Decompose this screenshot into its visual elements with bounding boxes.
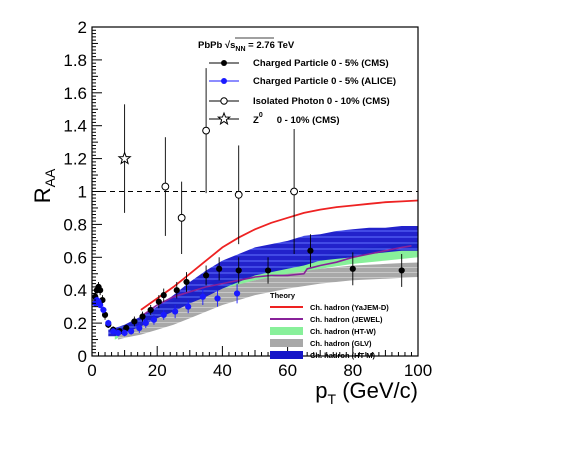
legend-cms-charged-label: Charged Particle 0 - 5% (CMS) bbox=[253, 58, 389, 69]
alice-charged-point bbox=[100, 306, 107, 314]
alice-charged-point bbox=[114, 329, 122, 337]
y-axis-title: RAA bbox=[30, 168, 58, 203]
cms-charged-point bbox=[139, 313, 146, 320]
x-axis-title: pT (GeV/c) bbox=[315, 378, 418, 407]
yajem-curve bbox=[140, 199, 419, 311]
x-tick-label: 100 bbox=[404, 361, 432, 380]
alice-charged-point bbox=[214, 295, 221, 302]
y-tick-label: 0.2 bbox=[63, 314, 87, 333]
isolated-photon-point bbox=[234, 190, 243, 199]
legend-cms-charged-marker bbox=[221, 60, 227, 66]
x-axis-title-sub: T bbox=[328, 391, 337, 407]
y-axis-title-sub: AA bbox=[42, 168, 58, 187]
y-tick-label: 0.6 bbox=[63, 248, 87, 267]
y-tick-label: 0.8 bbox=[63, 215, 87, 234]
collision-header: PbPb √sNN = 2.76 TeV bbox=[198, 40, 295, 53]
cms-charged-point bbox=[264, 267, 272, 274]
theory-glv-label: Ch. hadron (GLV) bbox=[310, 339, 372, 348]
header-system: PbPb bbox=[198, 40, 222, 51]
y-tick-label: 1.6 bbox=[63, 84, 87, 103]
x-tick-label: 20 bbox=[148, 361, 167, 380]
cms-charged-point bbox=[131, 318, 138, 325]
y-tick-label: 1.4 bbox=[63, 117, 87, 136]
alice-charged-point bbox=[121, 329, 128, 337]
cms-charged-point bbox=[203, 272, 210, 279]
axis-ticks-layer: 0 20 40 60 80 100 0 0.2 0.4 0.6 0.8 1 1.2 1.4 1.6 1.8 2 bbox=[63, 18, 432, 380]
legend-z-marker bbox=[216, 111, 232, 126]
alice-charged-point bbox=[185, 303, 192, 310]
cms-charged-point bbox=[183, 278, 190, 286]
alice-charged-point bbox=[142, 320, 149, 327]
y-tick-label: 0.4 bbox=[63, 281, 87, 300]
theory-jewel-label: Ch. hadron (JEWEL) bbox=[310, 315, 383, 324]
legend-z-sup: 0 bbox=[259, 112, 263, 119]
cms-charged-point bbox=[307, 247, 314, 254]
cms-charged-point bbox=[155, 298, 162, 305]
theory-htm-label: Ch. hadron (HT-M) bbox=[310, 351, 375, 360]
legend-z-label: Z0 0 - 10% (CMS) bbox=[253, 112, 340, 126]
cms-charged-point bbox=[216, 265, 223, 272]
alice-charged-point bbox=[160, 311, 167, 318]
alice-charged-point bbox=[97, 301, 104, 309]
legend-z-main: Z bbox=[253, 115, 259, 126]
z-boson-point bbox=[117, 151, 132, 165]
isolated-photon-point bbox=[177, 213, 186, 222]
x-axis-title-unit: (GeV/c) bbox=[336, 378, 418, 403]
y-tick-label: 0 bbox=[78, 347, 87, 366]
x-tick-label: 0 bbox=[87, 361, 96, 380]
alice-charged-point bbox=[128, 328, 135, 335]
cms-charged-point bbox=[235, 267, 242, 274]
glv-band bbox=[118, 262, 418, 340]
header-energy-sub: NN bbox=[235, 46, 245, 53]
y-axis-title-main: R bbox=[30, 187, 55, 203]
htm-band bbox=[108, 226, 419, 337]
legend-alice-charged-marker bbox=[221, 78, 227, 84]
header-energy-value: = 2.76 TeV bbox=[246, 40, 295, 51]
alice-charged-point bbox=[136, 324, 143, 332]
legend: PbPb √sNN = 2.76 TeV Charged Particle 0 … bbox=[198, 37, 396, 126]
theory-legend: Theory Ch. hadron (YaJEM-D) Ch. hadron (… bbox=[270, 291, 389, 360]
x-tick-label: 80 bbox=[343, 361, 362, 380]
y-tick-label: 1.8 bbox=[63, 51, 87, 70]
theory-glv-swatch bbox=[270, 339, 303, 347]
theory-htw-label: Ch. hadron (HT-W) bbox=[310, 327, 376, 336]
alice-charged-point bbox=[172, 308, 179, 315]
y-tick-label: 2 bbox=[78, 18, 87, 37]
theory-htm-swatch bbox=[270, 351, 303, 359]
cms-charged-point bbox=[349, 265, 356, 272]
header-energy-symbol: √s bbox=[225, 40, 236, 51]
cms-charged-point bbox=[398, 267, 405, 274]
legend-z-rest: 0 - 10% (CMS) bbox=[277, 115, 340, 126]
y-tick-label: 1.2 bbox=[63, 150, 87, 169]
alice-charged-point bbox=[150, 316, 158, 323]
alice-charged-point bbox=[233, 290, 241, 297]
cms-charged-point bbox=[160, 292, 167, 299]
legend-photon-marker bbox=[220, 97, 228, 105]
theory-htw-swatch bbox=[270, 327, 303, 335]
isolated-photon-point bbox=[290, 187, 299, 196]
cms-charged-point bbox=[173, 287, 180, 294]
alice-charged-point bbox=[199, 293, 206, 300]
theory-title: Theory bbox=[270, 291, 296, 300]
x-axis-title-main: p bbox=[315, 378, 327, 403]
legend-photon-label: Isolated Photon 0 - 10% (CMS) bbox=[253, 96, 390, 107]
legend-alice-charged-label: Charged Particle 0 - 5% (ALICE) bbox=[253, 76, 396, 87]
isolated-photon-point bbox=[202, 126, 211, 135]
isolated-photon-point bbox=[161, 182, 170, 191]
x-tick-label: 40 bbox=[213, 361, 232, 380]
jewel-curve bbox=[140, 245, 412, 318]
alice-charged-point bbox=[105, 320, 112, 327]
data-points-layer bbox=[92, 68, 405, 337]
theory-yajem-label: Ch. hadron (YaJEM-D) bbox=[310, 303, 389, 312]
y-tick-label: 1 bbox=[78, 183, 87, 202]
theory-curves-layer bbox=[140, 199, 419, 318]
cms-charged-point bbox=[147, 306, 154, 314]
x-tick-label: 60 bbox=[278, 361, 297, 380]
